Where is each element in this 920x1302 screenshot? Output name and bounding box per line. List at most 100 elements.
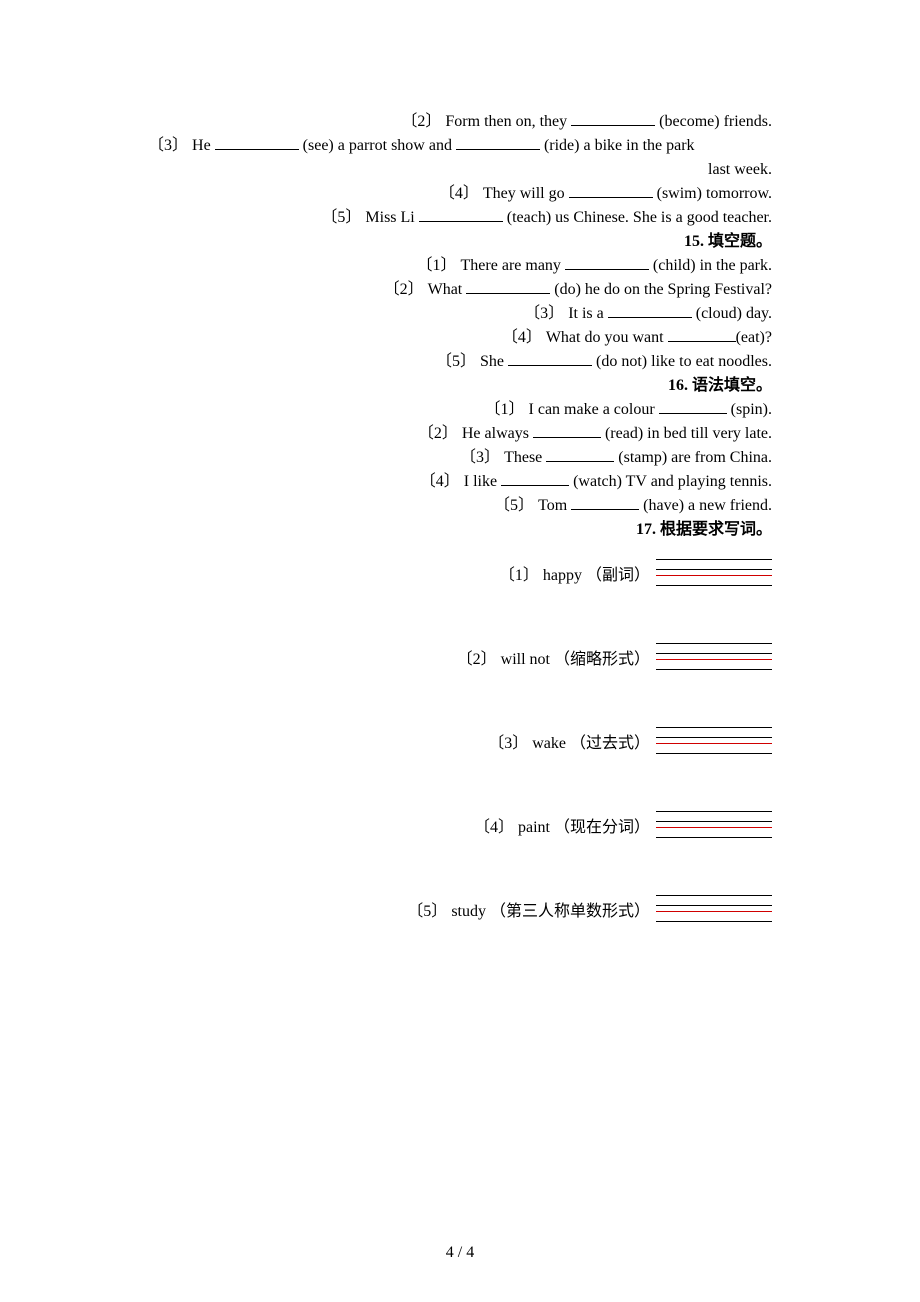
- item-number: 〔5〕: [436, 353, 476, 370]
- text: us Chinese. She is a good teacher.: [551, 209, 772, 226]
- hint: (teach): [507, 209, 551, 226]
- fill-blank[interactable]: [659, 399, 727, 414]
- hint: (become): [659, 113, 719, 130]
- text: a bike in the park: [579, 137, 694, 154]
- item-number: 〔5〕: [321, 209, 361, 226]
- q15-item-2: 〔2〕 What (do) he do on the Spring Festiv…: [148, 278, 772, 302]
- text: ?: [765, 329, 772, 346]
- text: He: [192, 137, 215, 154]
- q14-item-4: 〔4〕 They will go (swim) tomorrow.: [148, 182, 772, 206]
- answer-lines[interactable]: [656, 802, 772, 840]
- text: These: [504, 449, 546, 466]
- q17-item-5: 〔5〕 study （第三人称单数形式）: [148, 886, 772, 924]
- hint: (stamp): [618, 449, 667, 466]
- answer-lines[interactable]: [656, 886, 772, 924]
- text: Miss Li: [365, 209, 418, 226]
- item-number: 〔3〕: [460, 449, 500, 466]
- q17-title: 17. 根据要求写词。: [148, 518, 772, 542]
- fill-blank[interactable]: [571, 495, 639, 510]
- word: will not: [501, 651, 550, 668]
- fill-blank[interactable]: [419, 207, 503, 222]
- item-number: 〔4〕: [420, 473, 460, 490]
- q17-item-2: 〔2〕 will not （缩略形式）: [148, 634, 772, 672]
- word: paint: [518, 819, 550, 836]
- q16-item-2: 〔2〕 He always (read) in bed till very la…: [148, 422, 772, 446]
- word: study: [451, 903, 486, 920]
- q14-item-3-cont: last week.: [148, 158, 772, 182]
- item-number: 〔1〕: [417, 257, 457, 274]
- q17-item-1: 〔1〕 happy （副词）: [148, 550, 772, 588]
- fill-blank[interactable]: [215, 135, 299, 150]
- hint: (ride): [544, 137, 580, 154]
- text: are from China.: [667, 449, 772, 466]
- q14-item-5: 〔5〕 Miss Li (teach) us Chinese. She is a…: [148, 206, 772, 230]
- hint: (watch): [573, 473, 622, 490]
- item-number: 〔5〕: [407, 903, 447, 920]
- answer-lines[interactable]: [656, 634, 772, 672]
- text: I like: [464, 473, 501, 490]
- hint: (cloud): [696, 305, 742, 322]
- requirement: （第三人称单数形式）: [490, 903, 650, 920]
- text: They will go: [483, 185, 569, 202]
- fill-blank[interactable]: [565, 255, 649, 270]
- item-number: 〔2〕: [457, 651, 497, 668]
- q15-item-5: 〔5〕 She (do not) like to eat noodles.: [148, 350, 772, 374]
- q15-item-3: 〔3〕 It is a (cloud) day.: [148, 302, 772, 326]
- fill-blank[interactable]: [456, 135, 540, 150]
- text: a new friend.: [684, 497, 772, 514]
- item-number: 〔1〕: [499, 567, 539, 584]
- item-number: 〔1〕: [485, 401, 525, 418]
- item-number: 〔3〕: [148, 137, 188, 154]
- text: last week.: [708, 161, 772, 178]
- fill-blank[interactable]: [571, 111, 655, 126]
- page-footer: 4 / 4: [0, 1244, 920, 1262]
- q16-item-5: 〔5〕 Tom (have) a new friend.: [148, 494, 772, 518]
- fill-blank[interactable]: [508, 351, 592, 366]
- q16-item-3: 〔3〕 These (stamp) are from China.: [148, 446, 772, 470]
- word: wake: [532, 735, 566, 752]
- fill-blank[interactable]: [546, 447, 614, 462]
- hint: (see): [303, 137, 334, 154]
- q15-item-4: 〔4〕 What do you want (eat)?: [148, 326, 772, 350]
- text: a parrot show and: [334, 137, 456, 154]
- requirement: （现在分词）: [554, 819, 650, 836]
- requirement: （副词）: [586, 567, 650, 584]
- fill-blank[interactable]: [466, 279, 550, 294]
- hint: (eat): [736, 329, 765, 346]
- q16-item-4: 〔4〕 I like (watch) TV and playing tennis…: [148, 470, 772, 494]
- item-number: 〔4〕: [439, 185, 479, 202]
- item-number: 〔2〕: [418, 425, 458, 442]
- hint: (have): [643, 497, 684, 514]
- fill-blank[interactable]: [501, 471, 569, 486]
- fill-blank[interactable]: [533, 423, 601, 438]
- q14-item-2: 〔2〕 Form then on, they (become) friends.: [148, 110, 772, 134]
- text: friends.: [720, 113, 772, 130]
- answer-lines[interactable]: [656, 550, 772, 588]
- text: he do on the Spring Festival?: [581, 281, 772, 298]
- hint: (spin): [731, 401, 768, 418]
- text: I can make a colour: [529, 401, 659, 418]
- item-number: 〔4〕: [502, 329, 542, 346]
- word: happy: [543, 567, 582, 584]
- text: There are many: [461, 257, 565, 274]
- q16-title: 16. 语法填空。: [148, 374, 772, 398]
- text: .: [768, 401, 772, 418]
- fill-blank[interactable]: [608, 303, 692, 318]
- text: like to eat noodles.: [647, 353, 772, 370]
- answer-lines[interactable]: [656, 718, 772, 756]
- requirement: （缩略形式）: [554, 651, 650, 668]
- text: TV and playing tennis.: [622, 473, 772, 490]
- text: She: [480, 353, 508, 370]
- q15-title: 15. 填空题。: [148, 230, 772, 254]
- item-number: 〔3〕: [524, 305, 564, 322]
- fill-blank[interactable]: [569, 183, 653, 198]
- fill-blank[interactable]: [668, 327, 736, 342]
- requirement: （过去式）: [570, 735, 650, 752]
- text: in bed till very late.: [643, 425, 772, 442]
- q17-item-4: 〔4〕 paint （现在分词）: [148, 802, 772, 840]
- text: It is a: [568, 305, 608, 322]
- q17-item-3: 〔3〕 wake （过去式）: [148, 718, 772, 756]
- hint: (child): [653, 257, 696, 274]
- hint: (do not): [596, 353, 647, 370]
- item-number: 〔5〕: [494, 497, 534, 514]
